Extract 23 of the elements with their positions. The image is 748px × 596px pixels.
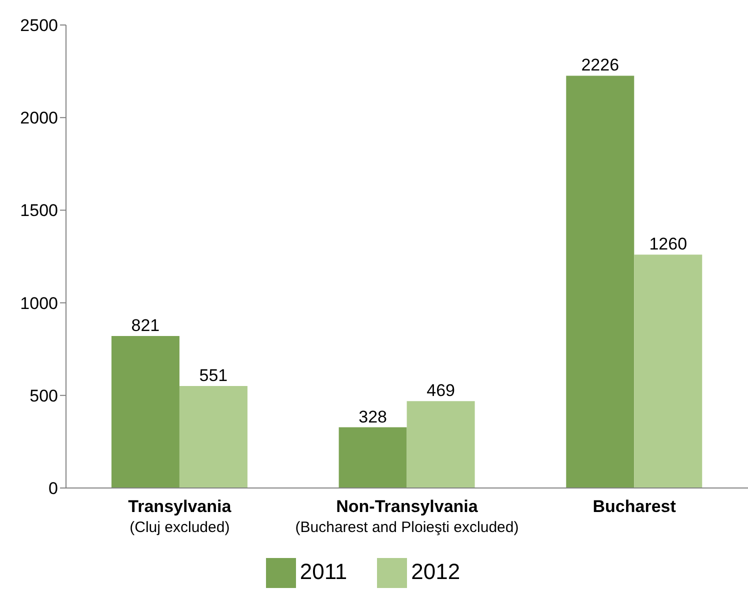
y-tick-label: 1500 xyxy=(20,201,58,220)
bar xyxy=(406,401,475,488)
bar xyxy=(566,76,634,488)
data-label: 551 xyxy=(199,366,228,385)
x-tick-label: Non-Transylvania (Bucharest and Ploieşti excluded) xyxy=(295,497,519,536)
y-tick-label: 500 xyxy=(30,386,58,406)
data-label: 469 xyxy=(426,381,455,400)
data-label: 821 xyxy=(131,316,160,335)
legend-label: 2012 xyxy=(411,558,460,584)
data-label: 1260 xyxy=(649,234,688,254)
y-tick-label: 0 xyxy=(48,479,58,498)
x-tick-label: Transylvania (Cluj excluded) xyxy=(128,497,232,536)
bar xyxy=(634,254,702,488)
y-tick-label: 1000 xyxy=(20,294,58,313)
bar xyxy=(179,386,248,488)
x-tick-label: Bucharest xyxy=(592,497,676,516)
legend-label: 2011 xyxy=(300,558,348,584)
bar xyxy=(111,336,180,488)
y-tick-label: 2500 xyxy=(20,16,58,36)
data-label: 2226 xyxy=(581,56,620,75)
bar xyxy=(338,427,407,488)
data-label: 328 xyxy=(358,407,387,426)
y-tick-label: 2000 xyxy=(20,108,58,128)
